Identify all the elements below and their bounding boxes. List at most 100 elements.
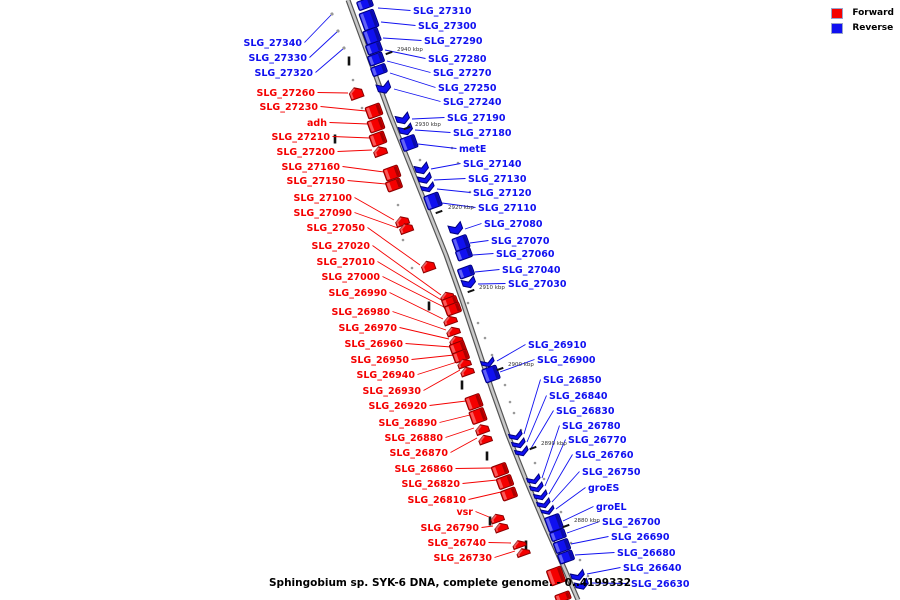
gene-label-SLG_26870: SLG_26870 (390, 448, 449, 459)
gene-glyph-SLG_27150[interactable] (385, 177, 403, 193)
gene-label-SLG_26790: SLG_26790 (421, 523, 480, 534)
gene-glyph-SLG_26680[interactable] (557, 549, 575, 565)
gene-label-SLG_27320: SLG_27320 (255, 68, 314, 79)
gene-label-SLG_26640: SLG_26640 (623, 563, 682, 574)
gene-glyph-SLG_27320[interactable] (342, 46, 346, 50)
legend-row-reverse: Reverse (831, 23, 894, 34)
gene-glyph-SLG_26850[interactable] (507, 429, 524, 442)
gene-glyph-SLG_27200[interactable] (372, 145, 389, 159)
gene-glyph-SLG_26870[interactable] (478, 433, 494, 446)
gene-label-SLG_27080: SLG_27080 (484, 219, 543, 230)
gene-glyph-SLG_27250[interactable] (370, 63, 388, 77)
gene-glyph-SLG_27070[interactable] (451, 234, 471, 252)
gene-glyph-adh[interactable] (366, 116, 386, 134)
gene-glyph-SLG_26840[interactable] (510, 437, 527, 450)
leader-line-SLG_26890 (439, 414, 471, 423)
forward-strand-swatch (831, 8, 844, 19)
gene-glyph-SLG_26730[interactable] (516, 546, 531, 559)
gene-glyph-SLG_26760[interactable] (532, 489, 549, 502)
gene-glyph-SLG_26780[interactable] (525, 473, 542, 486)
gene-glyph-SLG_26770[interactable] (528, 481, 545, 494)
gene-glyph-SLG_27100[interactable] (394, 215, 411, 229)
gene-glyph-SLG_26900[interactable] (481, 364, 501, 384)
gene-label-vsr: vsr (456, 507, 473, 518)
gene-glyph-SLG_26910[interactable] (479, 356, 496, 369)
leader-line-SLG_26680 (574, 552, 615, 556)
gene-glyph-SLG_26860[interactable] (490, 462, 510, 478)
leader-line-groES (555, 487, 586, 510)
gene-label-SLG_26730: SLG_26730 (434, 553, 493, 564)
gene-label-SLG_27310: SLG_27310 (413, 6, 472, 17)
gene-glyph-SLG_26790[interactable] (494, 521, 510, 534)
gene-glyph-metE[interactable] (399, 134, 419, 152)
gene-glyph-SLG_26640[interactable] (569, 568, 585, 583)
gene-glyph-SLG_26690[interactable] (552, 538, 572, 554)
leader-line-SLG_26730 (494, 550, 516, 558)
forward-strand-label: Forward (852, 8, 894, 18)
gene-glyph-SLG_27130[interactable] (416, 171, 432, 186)
gene-label-adh: adh (307, 118, 327, 129)
gene-glyph-SLG_26920[interactable] (464, 393, 484, 411)
minor-feature-dot (533, 461, 537, 465)
leader-line-SLG_26980 (392, 311, 447, 331)
leader-line-SLG_27240 (393, 88, 441, 102)
gene-glyph-SLG_27110[interactable] (423, 191, 443, 211)
gene-glyph-SLG_27120[interactable] (419, 181, 436, 194)
gene-glyph-SLG_26820[interactable] (495, 474, 515, 490)
leader-line-SLG_27040 (474, 269, 500, 273)
gene-glyph-SLG_27040[interactable] (457, 264, 475, 280)
gene-glyph-SLG_27140[interactable] (413, 161, 430, 176)
leader-line-SLG_27180 (414, 129, 451, 133)
gene-glyph-SLG_26990[interactable] (443, 314, 459, 327)
minor-feature-dot (410, 266, 414, 270)
gene-glyph-unlabeled[interactable] (546, 565, 566, 587)
minor-feature-dot (508, 400, 512, 404)
leader-line-SLG_27150 (347, 180, 387, 185)
gene-glyph-SLG_26890[interactable] (468, 407, 488, 425)
gene-glyph-SLG_27210[interactable] (368, 130, 388, 148)
gene-glyph-unlabeled[interactable] (554, 590, 572, 600)
minor-feature-dot (503, 383, 507, 387)
gene-glyph-SLG_27080[interactable] (447, 220, 464, 237)
gene-glyph-SLG_26810[interactable] (500, 486, 518, 502)
gene-glyph-SLG_27310[interactable] (356, 0, 374, 11)
gene-glyph-SLG_26980[interactable] (446, 325, 462, 338)
gene-glyph-SLG_26700[interactable] (549, 528, 567, 542)
gene-glyph-SLG_27000[interactable] (444, 301, 462, 317)
scale-tick-label: 2920 kbp (448, 205, 474, 211)
gene-glyph-SLG_26880[interactable] (474, 423, 491, 437)
leader-line-SLG_27000 (382, 276, 447, 309)
leader-line-SLG_27060 (472, 253, 494, 256)
gene-glyph-SLG_26930[interactable] (460, 365, 476, 378)
gene-glyph-SLG_27030[interactable] (460, 275, 477, 290)
gene-glyph-SLG_27240[interactable] (375, 79, 392, 96)
gene-label-SLG_26820: SLG_26820 (402, 479, 461, 490)
gene-glyph-SLG_27190[interactable] (394, 111, 411, 126)
gene-glyph-SLG_26830[interactable] (513, 445, 530, 458)
gene-glyph-SLG_27060[interactable] (455, 246, 473, 262)
scale-tick-mark (385, 50, 393, 56)
leader-line-SLG_27190 (411, 117, 445, 120)
gene-glyph-groES[interactable] (539, 504, 556, 516)
minor-feature-dot (542, 477, 546, 481)
gene-glyph-SLG_27340[interactable] (330, 12, 334, 16)
gene-glyph-vsr[interactable] (490, 512, 506, 525)
gene-label-SLG_27190: SLG_27190 (447, 113, 506, 124)
small-feature-dash (347, 56, 351, 66)
gene-glyph-SLG_27330[interactable] (336, 29, 340, 33)
gene-glyph-SLG_27270[interactable] (367, 51, 385, 67)
gene-glyph-groEL[interactable] (544, 513, 564, 533)
gene-glyph-SLG_26750[interactable] (535, 497, 552, 510)
gene-glyph-SLG_27050[interactable] (420, 259, 437, 274)
gene-glyph-SLG_27160[interactable] (382, 164, 402, 182)
gene-label-SLG_27260: SLG_27260 (257, 88, 316, 99)
gene-glyph-SLG_27280[interactable] (365, 40, 383, 56)
leader-line-SLG_27210 (332, 136, 371, 139)
gene-glyph-SLG_26630[interactable] (573, 577, 589, 592)
gene-glyph-SLG_27230[interactable] (364, 102, 384, 120)
gene-glyph-SLG_26740[interactable] (512, 538, 527, 551)
gene-glyph-SLG_27090[interactable] (398, 222, 415, 236)
gene-glyph-SLG_26940[interactable] (457, 357, 473, 370)
small-feature-dash (427, 301, 431, 311)
gene-glyph-SLG_27260[interactable] (348, 86, 365, 102)
